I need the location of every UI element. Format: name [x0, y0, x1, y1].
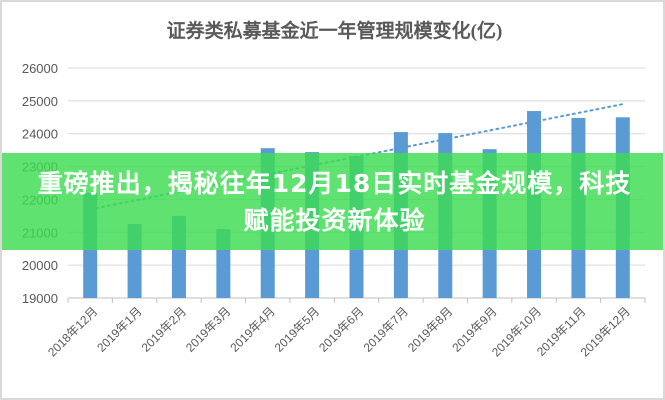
x-tick-label: 2019年8月: [405, 304, 455, 354]
chart-title: 证券类私募基金近一年管理规模变化(亿): [166, 21, 503, 42]
x-tick-label: 2019年4月: [227, 304, 277, 354]
x-tick-label: 2019年2月: [139, 304, 189, 354]
x-tick-label: 2019年1月: [94, 304, 144, 354]
x-tick-label: 2019年6月: [316, 304, 366, 354]
x-tick-label: 2018年12月: [45, 304, 100, 359]
y-tick-label: 25000: [22, 94, 58, 109]
promo-banner: 重磅推出，揭秘往年12月18日实时基金规模，科技赋能投资新体验: [2, 153, 663, 250]
y-tick-label: 24000: [22, 127, 58, 142]
x-tick-label: 2019年5月: [272, 304, 322, 354]
y-tick-label: 20000: [22, 258, 58, 273]
banner-text: 重磅推出，揭秘往年12月18日实时基金规模，科技赋能投资新体验: [37, 168, 632, 235]
y-tick-label: 26000: [22, 61, 58, 76]
x-tick-label: 2019年3月: [183, 304, 233, 354]
x-tick-label: 2019年7月: [361, 304, 411, 354]
y-tick-label: 19000: [22, 291, 58, 306]
